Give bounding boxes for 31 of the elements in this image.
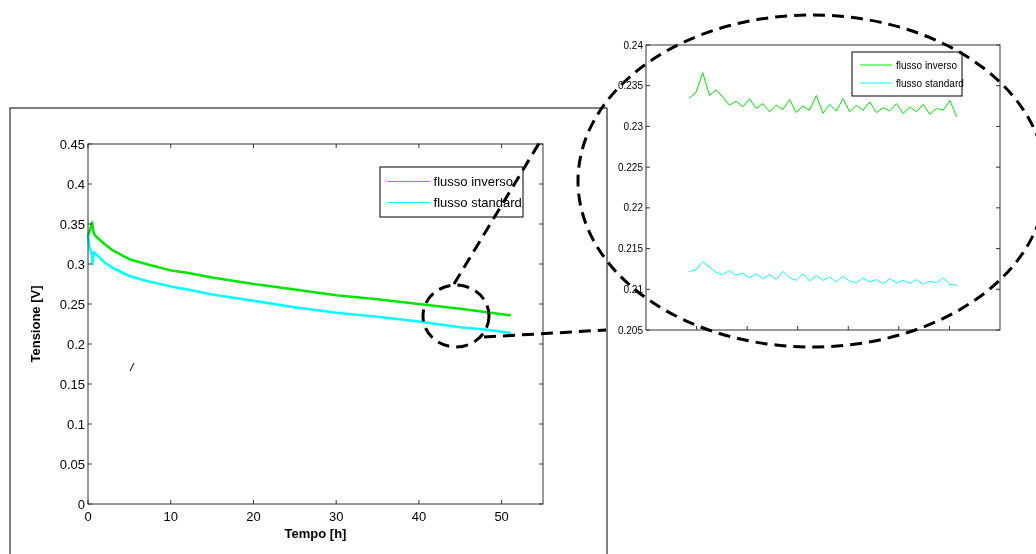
y-tick-label: 0.1 [66,416,85,432]
y-tick-label: 0.23 [623,120,644,132]
y-tick-label: 0.4 [66,176,85,192]
line-series [86,221,512,317]
y-tick-label: 0.45 [59,136,85,152]
x-tick-label: 20 [246,509,261,524]
y-tick-label: 0.3 [66,256,85,272]
y-tick-label: 0.21 [623,283,644,295]
legend-label: flusso inverso [433,174,514,190]
y-tick-label: 0.2 [66,336,85,352]
x-tick-label: 10 [163,509,178,524]
y-tick-label: 0.24 [623,39,644,51]
y-tick-label: 0.15 [59,376,85,392]
legend-label: flusso standard [896,77,964,89]
y-tick-label: 0.22 [623,202,644,214]
x-tick-label: 50 [494,509,509,524]
y-tick-label: 0.235 [617,80,644,92]
y-tick-label: 0.205 [617,324,644,336]
y-tick-label: 0 [77,496,85,512]
line-series [688,261,958,286]
x-tick-label: 30 [328,509,344,524]
y-tick-label: 0.225 [617,161,644,173]
legend-label: flusso inverso [896,59,958,71]
y-tick-label: 0.35 [59,216,85,232]
y-tick-label: 0.05 [59,456,85,472]
y-tick-label: 0.25 [59,296,85,312]
x-tick-label: 40 [411,509,427,524]
y-axis-title: Tensione [V] [28,285,43,363]
x-axis-title: Tempo [h] [284,525,347,541]
legend-label: flusso standard [433,195,522,211]
y-tick-label: 0.215 [617,243,644,255]
